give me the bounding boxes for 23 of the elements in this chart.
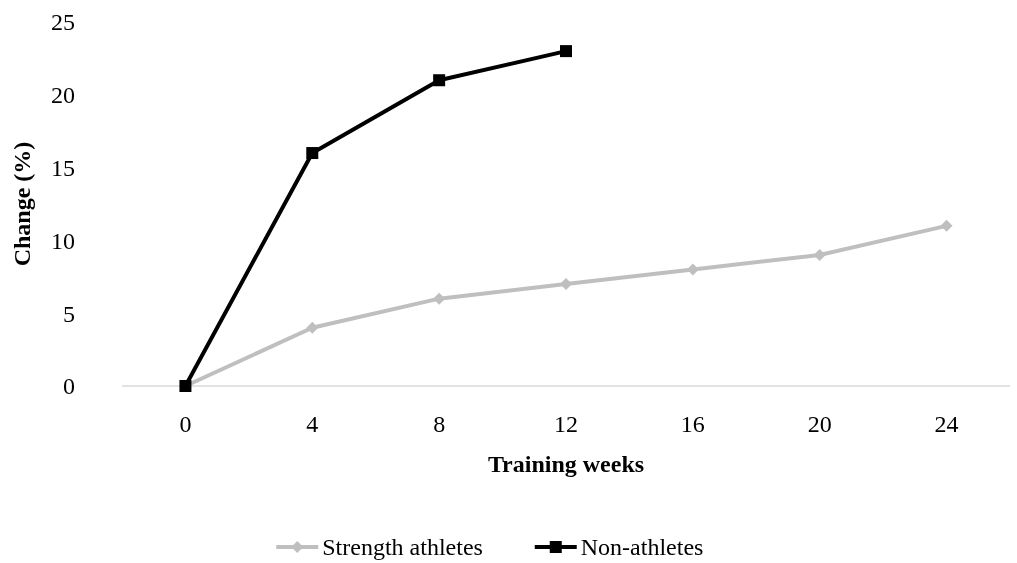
y-axis-title: Change (%) xyxy=(9,141,35,267)
x-tick-label: 20 xyxy=(807,411,832,438)
point xyxy=(306,147,319,160)
point xyxy=(940,219,953,232)
y-tick-label: 15 xyxy=(51,155,75,181)
x-tick-label: 4 xyxy=(306,411,319,438)
y-tick-label: 20 xyxy=(51,82,75,109)
x-tick-label: 12 xyxy=(554,411,578,438)
legend-label: Strength athletes xyxy=(322,534,483,561)
legend-label: Non-athletes xyxy=(580,534,704,561)
x-axis-title: Training weeks xyxy=(487,451,645,477)
y-tick-label: 0 xyxy=(63,373,75,400)
y-tick-label: 5 xyxy=(63,300,75,327)
x-tick-label: 16 xyxy=(680,411,705,438)
y-tick-label: 10 xyxy=(51,227,75,254)
x-tick-label: 8 xyxy=(433,411,446,438)
x-tick-label: 24 xyxy=(934,411,959,438)
x-tick-label: 0 xyxy=(179,411,192,438)
point xyxy=(560,278,572,291)
y-tick-label: 25 xyxy=(51,9,75,36)
point xyxy=(306,321,319,334)
point xyxy=(433,74,446,87)
point xyxy=(560,45,572,58)
